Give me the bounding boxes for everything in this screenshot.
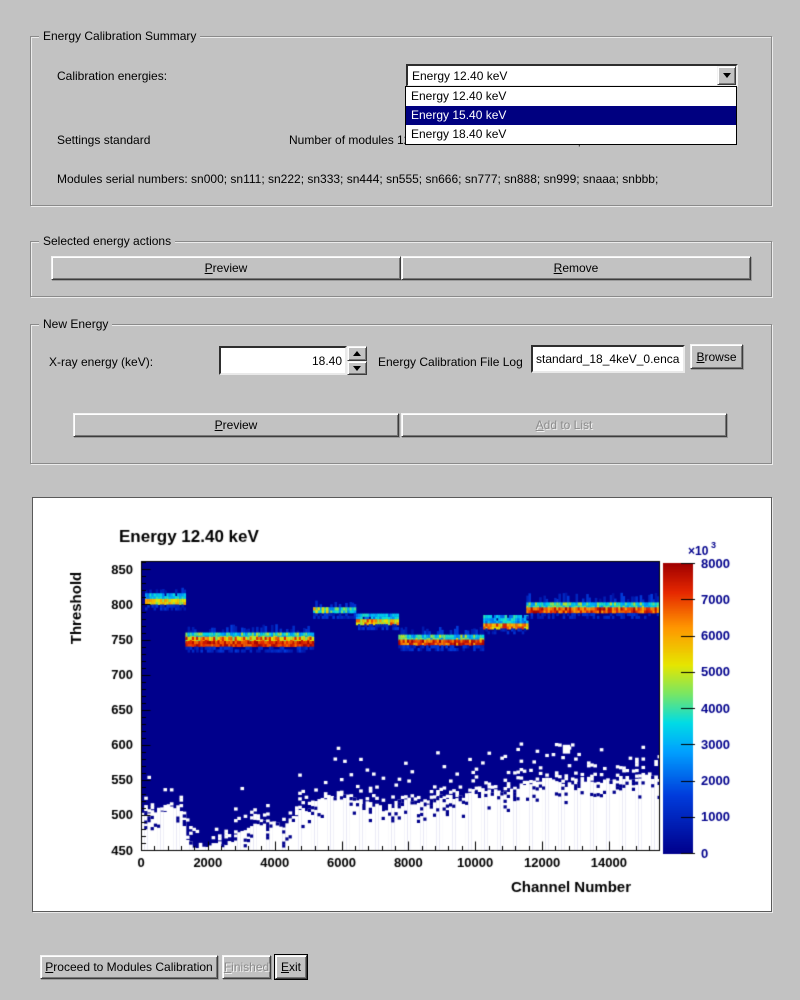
- combobox-value: Energy 12.40 keV: [412, 68, 508, 83]
- summary-group: Energy Calibration Summary Calibration e…: [30, 29, 772, 206]
- new-energy-group-title: New Energy: [39, 317, 113, 331]
- serial-numbers-label: Modules serial numbers: sn000; sn111; sn…: [57, 172, 659, 186]
- new-energy-group: New Energy X-ray energy (keV): Energy Ca…: [30, 317, 772, 464]
- arrow-up-icon: [353, 351, 361, 356]
- modules-count-label: Number of modules 12: [289, 133, 411, 147]
- calibration-energy-combobox[interactable]: Energy 12.40 keV: [406, 64, 738, 87]
- calibration-plot-panel: [32, 497, 772, 912]
- calibration-energy-dropdown: Energy 12.40 keV Energy 15.40 keV Energy…: [405, 86, 737, 145]
- combobox-dropdown-button[interactable]: [717, 66, 736, 85]
- file-log-input[interactable]: [531, 345, 685, 373]
- calibration-energies-label: Calibration energies:: [57, 69, 168, 83]
- actions-group-title: Selected energy actions: [39, 234, 176, 248]
- dropdown-option-15-40[interactable]: Energy 15.40 keV: [406, 106, 736, 125]
- spin-down-button[interactable]: [347, 361, 367, 375]
- settings-label: Settings standard: [57, 133, 151, 147]
- chevron-down-icon: [722, 73, 731, 78]
- dropdown-option-18-40[interactable]: Energy 18.40 keV: [406, 125, 736, 144]
- calibration-heatmap-plot: [33, 498, 769, 909]
- spin-up-button[interactable]: [347, 346, 367, 361]
- summary-group-title: Energy Calibration Summary: [39, 29, 201, 43]
- xray-energy-input[interactable]: [219, 346, 347, 375]
- xray-energy-label: X-ray energy (keV):: [49, 355, 154, 369]
- arrow-down-icon: [353, 365, 361, 371]
- file-log-label: Energy Calibration File Log: [378, 355, 523, 369]
- dropdown-option-12-40[interactable]: Energy 12.40 keV: [406, 87, 736, 106]
